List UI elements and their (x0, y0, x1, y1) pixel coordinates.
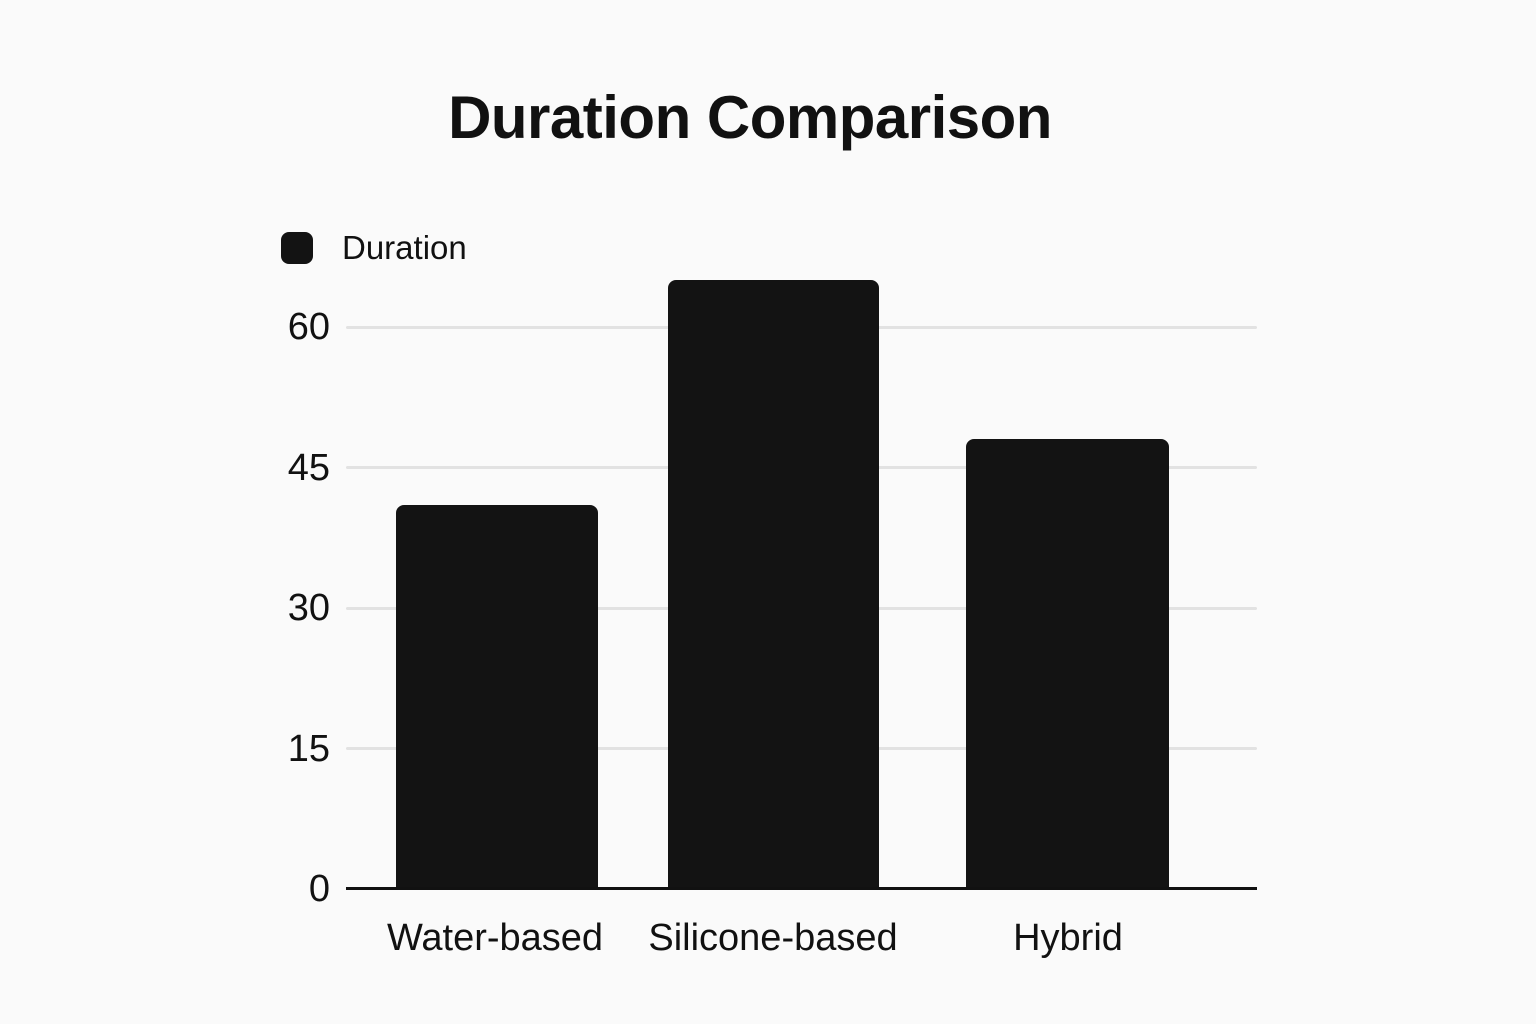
legend-label: Duration (342, 229, 467, 266)
legend-swatch-icon (281, 231, 313, 264)
x-tick-label-silicone-based: Silicone-based (648, 917, 898, 959)
bar-hybrid (966, 439, 1169, 889)
bar-water-based (396, 505, 598, 889)
y-tick-label-45: 45 (287, 446, 330, 489)
y-tick-label-30: 30 (287, 587, 330, 629)
x-axis-line (346, 887, 1257, 890)
y-tick-label-60: 60 (287, 306, 330, 348)
plot-area: 0 15 30 45 60 Water-based Silicone-based Hybrid (288, 260, 1257, 959)
x-tick-label-water-based: Water-based (386, 917, 604, 959)
x-tick-label-hybrid: Hybrid (1013, 917, 1123, 959)
y-tick-label-0: 0 (308, 868, 330, 910)
legend: Duration (281, 231, 467, 264)
y-tick-label-15: 15 (287, 727, 330, 770)
chart-title: Duration Comparison (448, 84, 1052, 151)
bar-silicone-based (668, 280, 879, 889)
